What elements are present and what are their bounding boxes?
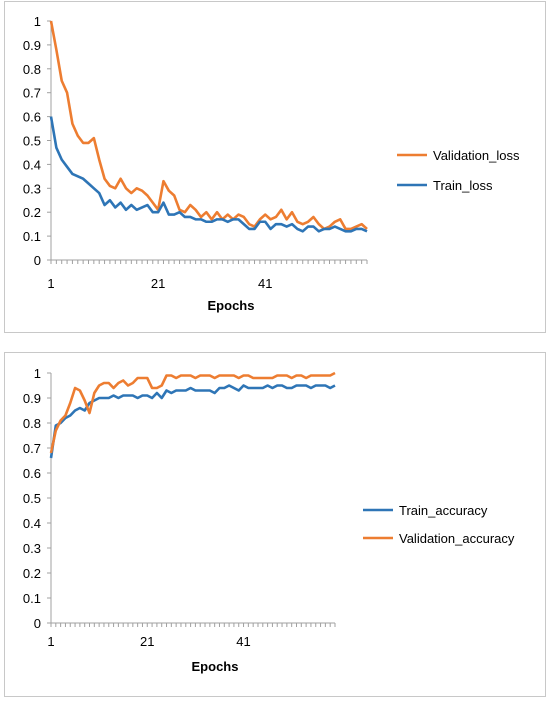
- loss-y-tick-label: 0.4: [23, 157, 41, 172]
- loss-x-tick-label: 1: [47, 276, 54, 291]
- accuracy-x-tick-label: 41: [236, 634, 250, 649]
- loss-y-tick-label: 0.6: [23, 110, 41, 125]
- accuracy-x-axis-label: Epochs: [192, 659, 239, 674]
- accuracy-x-tick-label: 1: [47, 634, 54, 649]
- loss-x-axis-label: Epochs: [208, 298, 255, 313]
- loss-y-tick-label: 0.5: [23, 134, 41, 149]
- loss-legend-label: Validation_loss: [433, 148, 520, 163]
- loss-y-tick-label: 0.7: [23, 86, 41, 101]
- loss-series-train-loss: [49, 116, 368, 233]
- loss-y-tick-label: 0.9: [23, 38, 41, 53]
- accuracy-legend-label: Validation_accuracy: [399, 531, 515, 546]
- accuracy-x-tick-label: 21: [140, 634, 154, 649]
- accuracy-y-tick-label: 0.5: [23, 491, 41, 506]
- accuracy-y-tick-label: 0.1: [23, 591, 41, 606]
- accuracy-y-tick-label: 0.6: [23, 466, 41, 481]
- loss-legend-label: Train_loss: [433, 178, 493, 193]
- accuracy-chart-panel: 0 0.1 0.2 0.3 0.4 0.5 0.6 0.7 0.8 0.9 1 1 21 41 Epochs…: [4, 352, 546, 697]
- loss-y-tick-label: 0.2: [23, 205, 41, 220]
- accuracy-y-tick-label: 0.9: [23, 391, 41, 406]
- accuracy-y-tick-label: 0: [34, 616, 41, 631]
- accuracy-y-tick-label: 1: [34, 366, 41, 381]
- loss-y-tick-label: 0: [34, 253, 41, 268]
- accuracy-y-tick-label: 0.2: [23, 566, 41, 581]
- accuracy-y-tick-label: 0.4: [23, 516, 41, 531]
- accuracy-chart: 0 0.1 0.2 0.3 0.4 0.5 0.6 0.7 0.8 0.9 1 1 21 41 Epochs…: [23, 366, 515, 674]
- loss-y-tick-label: 0.1: [23, 229, 41, 244]
- accuracy-legend-label: Train_accuracy: [399, 503, 488, 518]
- loss-chart: 0 0.1 0.2 0.3 0.4 0.5 0.6 0.7 0.8 0.9 1 1 21 41Epochs…: [23, 14, 520, 313]
- loss-y-tick-label: 0.3: [23, 181, 41, 196]
- loss-y-tick-label: 1: [34, 14, 41, 29]
- loss-x-tick-label: 41: [258, 276, 272, 291]
- accuracy-y-tick-label: 0.7: [23, 441, 41, 456]
- accuracy-series-train-accuracy: [49, 384, 336, 459]
- loss-series-validation-loss: [49, 20, 368, 231]
- loss-x-tick-label: 21: [151, 276, 165, 291]
- loss-y-tick-label: 0.8: [23, 62, 41, 77]
- accuracy-y-tick-label: 0.8: [23, 416, 41, 431]
- accuracy-series-validation-accuracy: [49, 371, 336, 454]
- loss-chart-panel: 0 0.1 0.2 0.3 0.4 0.5 0.6 0.7 0.8 0.9 1 1 21 41 Epochs…: [4, 1, 546, 333]
- accuracy-y-tick-label: 0.3: [23, 541, 41, 556]
